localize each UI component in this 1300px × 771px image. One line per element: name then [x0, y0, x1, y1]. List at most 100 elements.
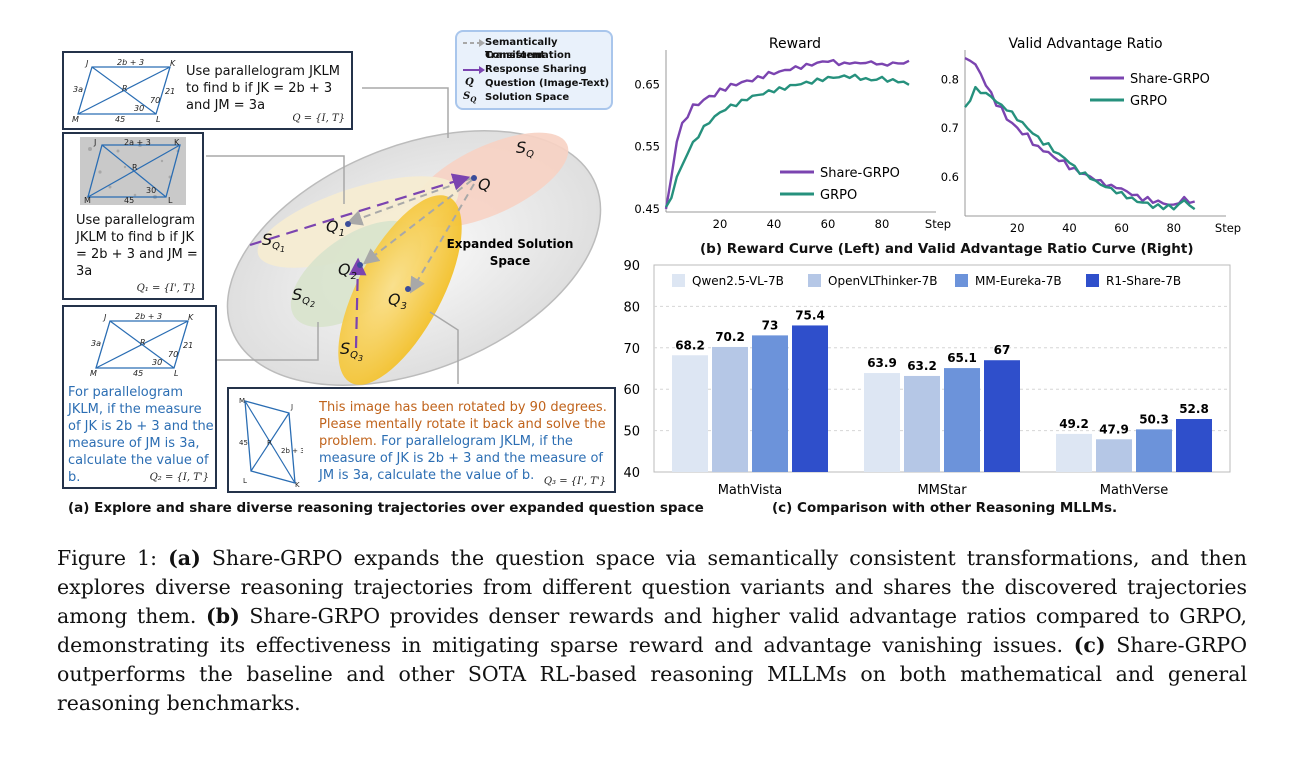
legend-label-1: OpenVLThinker-7B [828, 274, 937, 288]
svg-text:30: 30 [134, 104, 144, 113]
expanded-space-label-1: Expanded Solution [447, 237, 574, 251]
card-q3-both-variant: M J L K R 45 2b + 3 This image has been … [227, 387, 616, 493]
svg-text:R: R [267, 439, 272, 447]
solution-space-sq3 [338, 195, 462, 385]
legend-solution: Solution Space [485, 92, 570, 103]
svg-text:K: K [174, 138, 180, 147]
transform-arrow-q1 [346, 177, 473, 226]
bar-value-label-2-3: 52.8 [1179, 402, 1209, 416]
bar-1-2 [944, 368, 980, 472]
y-tick-label-1: 50 [623, 425, 640, 440]
y-tick-label-3: 70 [623, 342, 640, 357]
card-q-text: Use parallelogram JKLM to find b if JK =… [186, 64, 340, 113]
y-tick-label-0: 40 [623, 466, 640, 481]
legend-label-1-1: GRPO [1130, 94, 1167, 109]
panel-b-caption: (b) Reward Curve (Left) and Valid Advant… [700, 241, 1194, 257]
svg-text:2b + 3: 2b + 3 [281, 447, 303, 455]
x-tick-label-0-0: 20 [713, 217, 728, 231]
legend-consistent: Semantically Consistent [485, 37, 558, 61]
legend-sharing: Response Sharing [485, 64, 587, 75]
svg-text:J: J [93, 138, 96, 147]
svg-text:K: K [295, 481, 300, 489]
node-q1-label: Q1 [326, 217, 345, 239]
x-tick-label-0-3: 80 [875, 217, 890, 231]
rotated-parallelogram-figure: M J L K R 45 2b + 3 [239, 397, 303, 489]
svg-text:45: 45 [239, 439, 248, 447]
node-q3-label: Q3 [388, 290, 407, 312]
svg-text:R: R [122, 84, 128, 93]
card-q3-label: Q₃ = {I', T'} [543, 476, 606, 487]
card-q1-text: Use parallelogram JKLM to find b if JK =… [76, 213, 198, 279]
svg-text:70: 70 [150, 96, 160, 105]
card-q-original: J K M L R 2b + 3 3a 21 30 70 45 Use para… [62, 51, 353, 130]
svg-text:M: M [239, 397, 245, 405]
transform-connectors [206, 87, 459, 384]
svg-text:J: J [290, 403, 293, 411]
panel-c-caption: (c) Comparison with other Reasoning MLLM… [772, 500, 1118, 516]
y-tick-label-0-1: 0.55 [634, 140, 660, 154]
node-q1-dot [345, 221, 351, 227]
bar-1-1 [904, 375, 940, 472]
svg-text:M: M [84, 196, 91, 205]
legend-swatch-1 [808, 274, 821, 287]
card-q3-question: For parallelogram JKLM, if the measure o… [319, 434, 604, 483]
legend-sq-symbol: SQ [463, 91, 477, 104]
x-tick-label-1-2: 60 [1114, 221, 1129, 235]
svg-text:R: R [132, 163, 138, 172]
y-tick-label-1-2: 0.8 [941, 72, 959, 86]
node-sq2-label: SQ2 [292, 285, 315, 309]
bar-value-label-1-1: 63.2 [907, 359, 937, 373]
chart-title-0: Reward [769, 36, 821, 52]
y-tick-label-5: 90 [623, 259, 640, 274]
svg-text:K: K [170, 59, 176, 68]
legend-label-1-0: Share-GRPO [1130, 72, 1210, 87]
bar-2-3 [1176, 419, 1212, 472]
svg-text:70: 70 [168, 350, 178, 359]
svg-text:L: L [168, 196, 173, 205]
card-q-label: Q = {I, T} [292, 113, 345, 124]
legend-swatch-3 [1086, 274, 1099, 287]
legend-question: Question (Image-Text) [485, 78, 610, 89]
series-line-1-1 [964, 85, 1196, 211]
bar-value-label-0-3: 75.4 [795, 308, 825, 322]
node-sq3-label: SQ3 [340, 339, 363, 363]
y-tick-label-4: 80 [623, 300, 640, 315]
solution-space-diagram: Q Q1 Q2 Q3 SQ SQ1 SQ2 SQ3 Expanded Solut… [206, 87, 602, 386]
card-q1-image-variant: J K M L 2a + 3 R 30 45 Use parallelogram… [62, 132, 204, 300]
x-tick-label-0-1: 40 [767, 217, 782, 231]
card-q3-rotation-note: This image has been rotated by 90 degree… [319, 400, 607, 449]
y-tick-label-2: 60 [623, 383, 640, 398]
bar-0-2 [752, 335, 788, 472]
parallelogram-figure-2: J K M L R 2b + 3 3a 21 30 70 45 [90, 313, 194, 378]
bar-0-0 [672, 355, 708, 472]
svg-text:45: 45 [115, 115, 125, 124]
bar-1-0 [864, 373, 900, 472]
svg-text:21: 21 [165, 87, 175, 96]
x-tick-label-1-0: 20 [1010, 221, 1025, 235]
bar-value-label-2-1: 47.9 [1099, 422, 1129, 436]
svg-text:J: J [102, 313, 107, 322]
svg-text:J: J [84, 59, 89, 68]
bar-value-label-0-0: 68.2 [675, 338, 705, 352]
card-q1-label: Q₁ = {I', T} [136, 283, 196, 294]
legend-label-0-1: GRPO [820, 188, 857, 203]
legend-label-3: R1-Share-7B [1106, 274, 1181, 288]
y-tick-label-1-1: 0.7 [941, 121, 959, 135]
bar-value-label-0-1: 70.2 [715, 330, 745, 344]
x-tick-label-1-1: 40 [1062, 221, 1077, 235]
node-q2-label: Q2 [338, 260, 357, 282]
node-sq-label: SQ [516, 138, 534, 160]
svg-text:45: 45 [133, 369, 143, 378]
legend-transformation: Transformation [485, 50, 571, 61]
svg-text:30: 30 [152, 358, 162, 367]
diagram-legend: Semantically Consistent Transformation R… [455, 30, 613, 110]
card-q2-text-variant: J K M L R 2b + 3 3a 21 30 70 45 For para… [62, 305, 217, 489]
panel-b-charts: Reward 0.45 0.55 0.65 20 40 60 80 Step Share-GRPO… [634, 36, 1241, 235]
svg-text:2b + 3: 2b + 3 [117, 59, 144, 67]
series-line-0-0 [664, 58, 910, 210]
legend-swatch-2 [955, 274, 968, 287]
legend-label-0: Qwen2.5-VL-7B [692, 274, 784, 288]
svg-text:3a: 3a [73, 85, 83, 94]
legend-label-0-0: Share-GRPO [820, 166, 900, 181]
parallelogram-figure-1: J K M L R 2b + 3 3a 21 30 70 45 [72, 59, 176, 124]
